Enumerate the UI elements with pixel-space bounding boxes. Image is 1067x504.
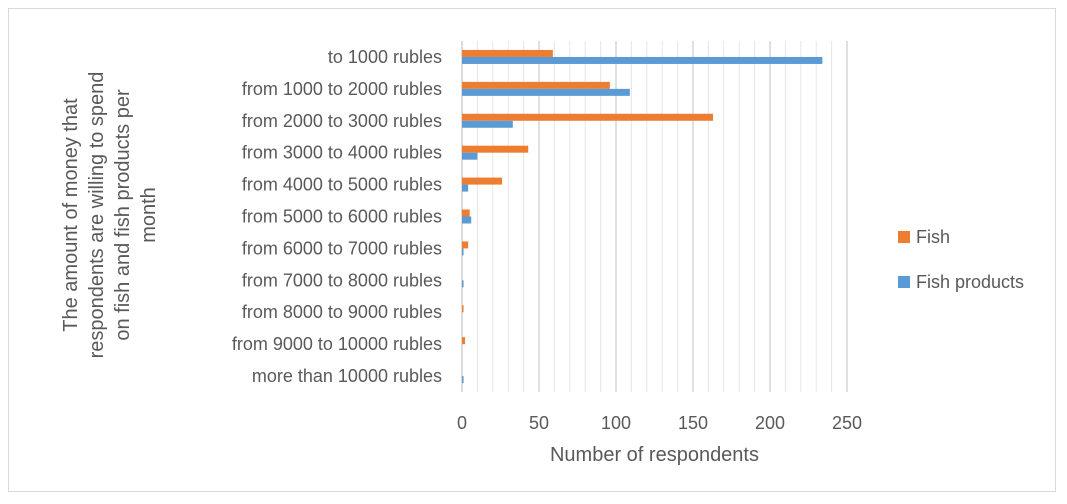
x-tick-label: 250 — [832, 413, 862, 433]
category-label: from 3000 to 4000 rubles — [242, 143, 442, 163]
bar-fish — [462, 337, 465, 344]
category-label: from 9000 to 10000 rubles — [232, 334, 442, 354]
y-axis-title-line: The amount of money that — [60, 98, 82, 332]
category-label: to 1000 rubles — [328, 47, 442, 67]
bar-fish-products — [462, 376, 464, 383]
y-axis-title-line: month — [138, 187, 160, 243]
x-tick-label: 50 — [529, 413, 549, 433]
category-label: more than 10000 rubles — [252, 366, 442, 386]
category-label: from 4000 to 5000 rubles — [242, 175, 442, 195]
category-label: from 1000 to 2000 rubles — [242, 79, 442, 99]
bar-fish — [462, 210, 470, 217]
legend-label: Fish — [916, 227, 950, 247]
bar-fish — [462, 146, 528, 153]
bar-fish-products — [462, 89, 630, 96]
x-tick-label: 150 — [678, 413, 708, 433]
y-axis-title-line: on fish and fish products per — [112, 89, 134, 341]
chart-frame: to 1000 rubles from 1000 to 2000 rubles fr… — [8, 8, 1056, 492]
legend: Fish Fish products — [898, 227, 1024, 292]
bar-fish-products — [462, 185, 468, 192]
x-tick-label: 200 — [755, 413, 785, 433]
bar-fish-products — [462, 217, 471, 224]
x-tick-labels: 0 50 100 150 200 250 — [457, 413, 862, 433]
x-axis-title: Number of respondents — [550, 444, 759, 466]
legend-label: Fish products — [916, 272, 1024, 292]
y-axis-title-line: respondents are willing to spend — [86, 72, 108, 359]
legend-swatch — [898, 276, 910, 288]
bar-chart: to 1000 rubles from 1000 to 2000 rubles fr… — [9, 9, 1057, 493]
bar-fish — [462, 82, 610, 89]
bars — [462, 50, 822, 383]
category-label: from 6000 to 7000 rubles — [242, 238, 442, 258]
category-label: from 2000 to 3000 rubles — [242, 111, 442, 131]
bar-fish — [462, 305, 464, 312]
bar-fish-products — [462, 248, 464, 255]
bar-fish — [462, 114, 713, 121]
x-tick-label: 100 — [601, 413, 631, 433]
x-tick-label: 0 — [457, 413, 467, 433]
y-axis-title: The amount of money that respondents are … — [60, 72, 160, 359]
bar-fish-products — [462, 121, 513, 128]
bar-fish-products — [462, 153, 477, 160]
bar-fish-products — [462, 57, 822, 64]
category-labels: to 1000 rubles from 1000 to 2000 rubles fr… — [232, 47, 442, 386]
bar-fish — [462, 178, 502, 185]
legend-swatch — [898, 231, 910, 243]
category-label: from 5000 to 6000 rubles — [242, 207, 442, 227]
bar-fish — [462, 241, 468, 248]
category-label: from 8000 to 9000 rubles — [242, 302, 442, 322]
bar-fish — [462, 50, 553, 57]
bar-fish-products — [462, 280, 464, 287]
category-label: from 7000 to 8000 rubles — [242, 270, 442, 290]
